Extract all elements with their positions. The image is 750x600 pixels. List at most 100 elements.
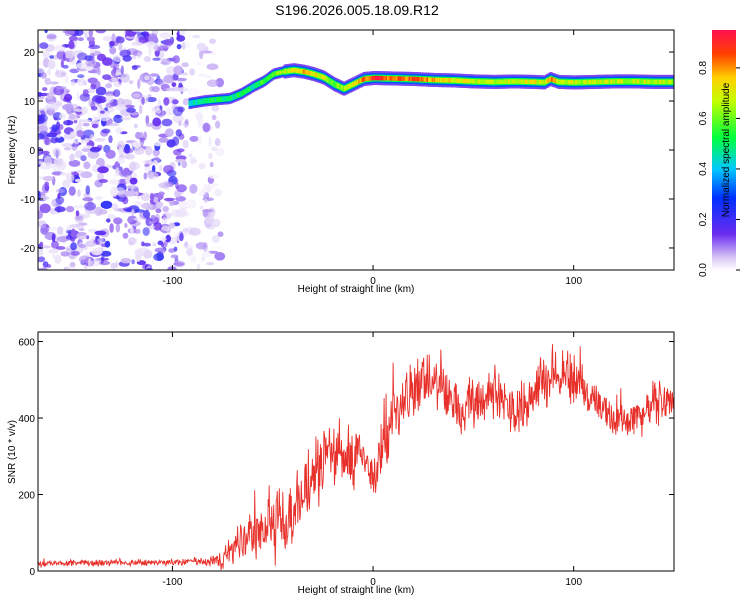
noise-blob <box>188 227 201 236</box>
noise-blob <box>76 62 87 69</box>
ridge-segment <box>400 76 403 81</box>
ridge-segment <box>210 98 213 102</box>
noise-blob <box>136 51 142 59</box>
noise-blob <box>176 44 182 50</box>
noise-blob <box>114 72 122 76</box>
noise-blob <box>55 196 65 205</box>
ridge-segment <box>302 69 305 74</box>
ridge-segment <box>662 79 665 85</box>
noise-blob <box>94 230 107 236</box>
noise-blob <box>155 208 162 214</box>
noise-blob <box>75 210 80 217</box>
ridge-segment <box>411 76 414 82</box>
noise-blob <box>65 234 74 240</box>
chart-title: S196.2026.005.18.09.R12 <box>275 2 439 18</box>
noise-blob <box>152 164 156 173</box>
noise-blob <box>139 104 143 115</box>
ridge-segment <box>585 79 588 85</box>
ridge-segment <box>215 98 218 102</box>
ridge-segment <box>284 69 287 74</box>
noise-blob <box>92 116 100 121</box>
noise-blob <box>119 49 131 58</box>
noise-blob <box>62 64 69 69</box>
ridge-segment <box>426 77 429 82</box>
ridge-segment <box>204 99 207 103</box>
noise-blob <box>75 215 83 221</box>
noise-blob <box>47 68 52 76</box>
ridge-segment <box>501 79 504 84</box>
ridge-segment <box>370 76 373 81</box>
ridge-segment <box>503 79 507 84</box>
ridge-segment <box>475 79 478 84</box>
noise-blob <box>88 30 94 37</box>
y-tick-label: 400 <box>18 414 35 425</box>
ridge-segment <box>430 77 433 82</box>
ridge-segment <box>566 80 569 85</box>
noise-blob <box>96 238 105 243</box>
noise-blob <box>142 227 150 236</box>
ridge-segment <box>346 85 349 90</box>
ridge-segment <box>642 79 645 84</box>
ridge-segment <box>467 79 470 84</box>
noise-blob <box>84 66 93 72</box>
noise-blob <box>53 157 63 167</box>
ridge-segment <box>590 79 593 85</box>
noise-blob <box>75 150 83 159</box>
ridge-segment <box>611 79 614 84</box>
noise-blob <box>148 46 152 56</box>
ridge-segment <box>599 79 602 84</box>
ridge-segment <box>408 76 411 82</box>
noise-blob <box>188 153 193 158</box>
noise-blob <box>181 161 188 169</box>
noise-blob <box>124 104 135 109</box>
ridge-segment <box>546 78 549 84</box>
ridge-segment <box>422 77 425 82</box>
ridge-segment <box>198 100 201 104</box>
ridge-segment <box>560 79 563 85</box>
noise-blob <box>115 104 127 111</box>
noise-blob <box>44 156 52 166</box>
noise-blob <box>70 250 80 256</box>
ridge-segment <box>556 79 559 84</box>
noise-blob <box>131 259 135 265</box>
noise-blob <box>152 242 156 247</box>
ridge-segment <box>329 79 332 84</box>
noise-blob <box>102 36 114 42</box>
noise-blob <box>206 79 219 87</box>
ridge-segment <box>519 79 522 84</box>
colorbar-tick-label: 0.6 <box>698 111 709 125</box>
noise-blob <box>170 209 181 218</box>
ridge-segment <box>320 74 324 79</box>
noise-blob <box>209 161 214 168</box>
noise-blob <box>145 96 157 103</box>
noise-blob <box>126 184 137 190</box>
noise-blob <box>185 199 197 209</box>
ridge-segment <box>260 80 263 85</box>
noise-blob <box>169 201 175 207</box>
ridge-segment <box>211 98 214 102</box>
ridge-segment <box>530 79 533 84</box>
noise-blob <box>215 77 224 88</box>
noise-blob <box>127 215 138 225</box>
ridge-segment <box>555 79 558 84</box>
noise-blob <box>143 249 153 259</box>
ridge-segment <box>483 79 486 84</box>
noise-blob <box>70 228 76 238</box>
ridge-segment <box>265 77 268 82</box>
noise-blob <box>38 67 45 74</box>
noise-blob <box>124 223 128 228</box>
noise-blob <box>148 33 158 43</box>
ridge-segment <box>607 79 610 84</box>
noise-blob <box>149 221 154 225</box>
ridge-segment <box>548 77 551 82</box>
ridge-segment <box>218 97 221 102</box>
noise-blob <box>181 62 189 68</box>
ridge-segment <box>521 79 525 84</box>
noise-blob <box>38 160 44 166</box>
noise-blob <box>80 155 87 162</box>
noise-blob <box>205 214 215 225</box>
colorbar-gradient <box>712 30 736 270</box>
ridge-segment <box>296 68 299 73</box>
ridge-segment <box>672 79 674 85</box>
ridge-segment <box>271 73 274 77</box>
